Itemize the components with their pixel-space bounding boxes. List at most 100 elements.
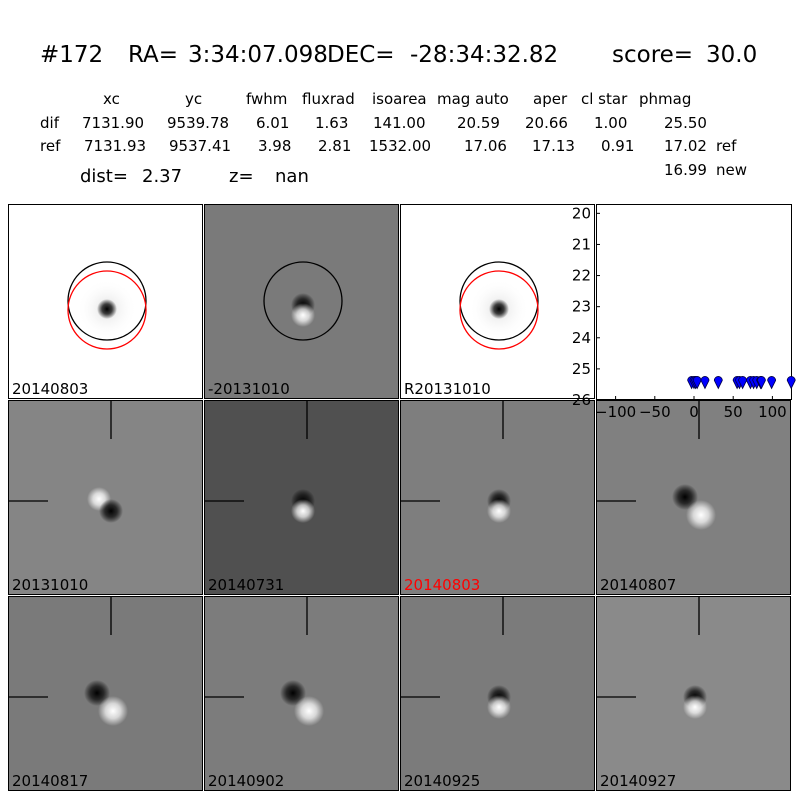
stamp-image — [263, 261, 343, 341]
ref-phmag: 17.02 — [664, 137, 707, 155]
object-id: #172 — [40, 42, 104, 68]
y-tick-label: 20 — [572, 204, 591, 222]
col-header-aper: aper — [533, 90, 568, 108]
aperture-circle-red — [459, 270, 539, 350]
data-point — [700, 376, 710, 390]
stamp-image — [597, 401, 716, 530]
ref-fwhm: 3.98 — [258, 137, 292, 155]
data-point — [713, 376, 723, 390]
stamp-image — [401, 401, 511, 523]
col-header-phmag: phmag — [639, 90, 692, 108]
dif-fluxrad: 1.63 — [315, 114, 349, 132]
aperture-circle-black — [263, 261, 343, 341]
stamp-panel: 20131010 — [8, 400, 203, 595]
stamp-date-label: 20140817 — [12, 772, 89, 790]
stamp-date-label: 20140925 — [404, 772, 481, 790]
stamp-panel: 20140927 — [596, 596, 791, 791]
dif-isoarea: 141.00 — [373, 114, 426, 132]
dist-value: 2.37 — [142, 166, 183, 187]
dipole-positive — [686, 500, 716, 530]
dipole-positive — [294, 696, 324, 726]
aperture-circle-black — [67, 261, 147, 341]
stamp-date-label: 20131010 — [12, 576, 89, 594]
z-label: z= — [229, 166, 254, 187]
row-label-dif: dif — [40, 114, 59, 132]
z-value: nan — [275, 166, 309, 187]
dif-cl-star: 1.00 — [594, 114, 628, 132]
ra-label: RA= — [128, 42, 179, 68]
ref-cl-star: 0.91 — [601, 137, 635, 155]
stamp-panel: 20140817 — [8, 596, 203, 791]
dec-value: -28:34:32.82 — [410, 42, 559, 68]
data-point — [786, 376, 796, 390]
dif-fwhm: 6.01 — [256, 114, 290, 132]
ref-fluxrad: 2.81 — [318, 137, 352, 155]
stamp-image — [205, 597, 324, 726]
x-tick-label: −50 — [639, 403, 671, 421]
stamp-date-label: 20140902 — [208, 772, 285, 790]
stamp-date-label: 20140927 — [600, 772, 677, 790]
new-mag-value: 16.99 — [664, 161, 707, 179]
data-point — [757, 376, 766, 390]
data-point — [767, 376, 777, 390]
y-tick-label: 23 — [572, 298, 591, 316]
ref-isoarea: 1532.00 — [369, 137, 432, 155]
stamp-panel: 20140807 — [596, 400, 791, 595]
stamp-image — [597, 597, 707, 719]
dif-yc: 9539.78 — [167, 114, 230, 132]
stamp-date-label: R20131010 — [404, 380, 491, 398]
dipole-negative — [99, 499, 123, 523]
light-curve-plot: 20 21 22 23 24 25 26 −100 −50 0 50 100 — [572, 204, 796, 421]
new-mag-label: new — [716, 161, 748, 179]
dif-aper: 20.66 — [525, 114, 568, 132]
dif-mag-auto: 20.59 — [457, 114, 500, 132]
x-tick-label: 0 — [689, 403, 699, 421]
x-tick-label: 50 — [724, 403, 743, 421]
score-value: 30.0 — [706, 42, 758, 68]
row-label-ref: ref — [40, 137, 61, 155]
x-tick-label: −100 — [595, 403, 636, 421]
stamp-panel: 20140902 — [204, 596, 399, 791]
stamp-panel: 20140803 — [8, 204, 203, 399]
stamp-panel: 20140803 — [400, 400, 595, 595]
dipole-positive — [291, 303, 315, 327]
stamp-date-label: -20131010 — [208, 380, 290, 398]
col-header-fluxrad: fluxrad — [302, 90, 355, 108]
stamp-date-label: 20140803 — [12, 380, 89, 398]
ref-aper: 17.13 — [532, 137, 575, 155]
dipole-positive — [487, 695, 511, 719]
x-tick-label: 100 — [758, 403, 787, 421]
stamp-panel: -20131010 — [204, 204, 399, 399]
ref-yc: 9537.41 — [169, 137, 232, 155]
dipole-positive — [291, 499, 315, 523]
star-core — [97, 299, 117, 319]
aperture-circle-red — [67, 270, 147, 350]
stamp-image — [67, 261, 147, 350]
ref-mag-auto: 17.06 — [464, 137, 507, 155]
dif-xc: 7131.90 — [82, 114, 145, 132]
col-header-mag-auto: mag auto — [437, 90, 509, 108]
stamp-image — [459, 261, 539, 350]
y-tick-label: 26 — [572, 391, 591, 409]
y-tick-label: 24 — [572, 329, 591, 347]
col-header-cl-star: cl star — [581, 90, 628, 108]
col-header-isoarea: isoarea — [372, 90, 427, 108]
light-curve-svg: 20 21 22 23 24 25 26−100 −50 0 50 100 — [572, 204, 796, 421]
y-tick-label: 25 — [572, 360, 591, 378]
stamp-date-label: 20140803 — [404, 576, 481, 594]
stamp-image — [401, 597, 511, 719]
stamp-image — [9, 401, 123, 523]
stamp-panel: 20140731 — [204, 400, 399, 595]
dist-label: dist= — [80, 166, 128, 187]
dipole-positive — [98, 696, 128, 726]
y-tick-label: 22 — [572, 267, 591, 285]
y-tick-label: 21 — [572, 235, 591, 253]
stamp-image — [9, 597, 128, 726]
col-header-fwhm: fwhm — [246, 90, 288, 108]
dipole-positive — [683, 695, 707, 719]
stamp-image — [205, 401, 315, 523]
ref-xc: 7131.93 — [84, 137, 147, 155]
dif-phmag: 25.50 — [664, 114, 707, 132]
stamp-date-label: 20140731 — [208, 576, 285, 594]
stamp-date-label: 20140807 — [600, 576, 677, 594]
